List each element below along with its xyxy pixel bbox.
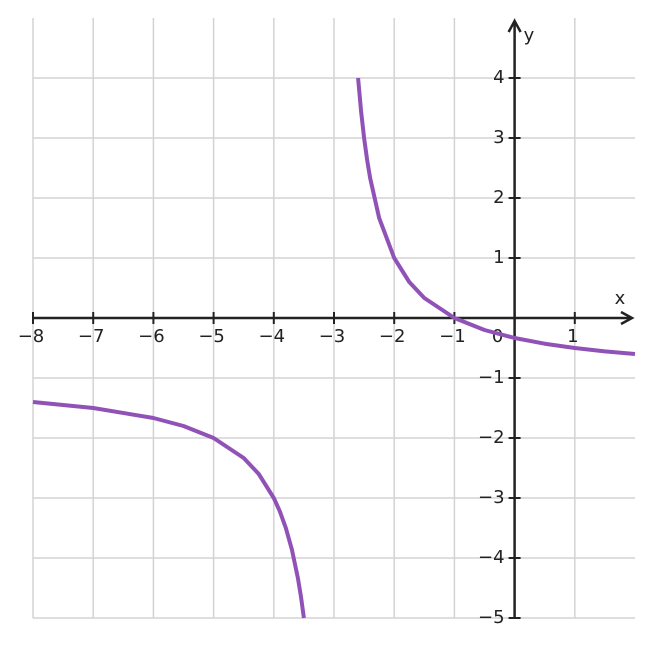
x-tick-label: −1: [439, 326, 466, 347]
x-tick-label: 1: [567, 326, 578, 347]
x-axis-arrow: [620, 310, 635, 326]
y-tick-label: −4: [478, 547, 505, 568]
x-tick-label: −2: [379, 326, 406, 347]
x-tick-label: −5: [198, 326, 225, 347]
curve: [32, 77, 636, 619]
x-tick-label: −6: [138, 326, 165, 347]
y-tick-label: 1: [493, 247, 504, 268]
x-tick-label: −4: [259, 326, 286, 347]
x-tick-label: −3: [319, 326, 346, 347]
y-tick-label: −3: [478, 487, 505, 508]
y-axis-arrow: [507, 18, 522, 33]
x-axis-label: x: [615, 288, 626, 309]
y-tick-label: 3: [493, 127, 504, 148]
x-tick-label: 0: [492, 326, 503, 347]
y-tick-label: −2: [478, 427, 505, 448]
y-tick-label: 4: [493, 67, 504, 88]
y-tick-label: −1: [478, 367, 505, 388]
x-tick-label: −8: [18, 326, 45, 347]
y-axis-label: y: [524, 25, 535, 46]
x-tick-label: −7: [78, 326, 105, 347]
y-tick-label: −5: [478, 607, 505, 628]
y-tick-label: 2: [493, 187, 504, 208]
